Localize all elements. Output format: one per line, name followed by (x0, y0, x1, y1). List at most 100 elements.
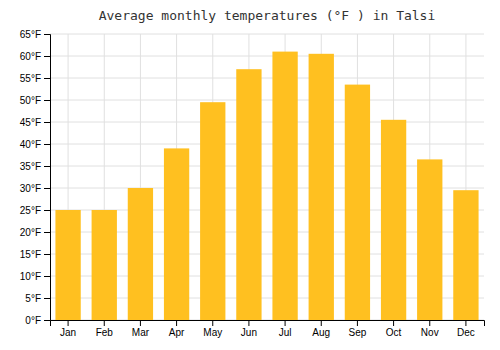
grid-line-y (50, 34, 484, 35)
bar (381, 120, 406, 320)
y-tick: 55°F (20, 73, 50, 84)
title: Average monthly temperatures (°F ) in Ta… (99, 8, 436, 23)
y-tick-mark (44, 144, 50, 145)
bar (92, 210, 117, 320)
x-tick-label: May (203, 327, 222, 338)
y-tick-label: 15°F (20, 249, 41, 260)
y-tick: 40°F (20, 139, 50, 150)
y-tick: 5°F (25, 293, 50, 304)
y-tick-mark (44, 122, 50, 123)
x-tick: Dec (457, 320, 475, 338)
x-tick-label: Dec (457, 327, 475, 338)
y-tick-mark (44, 100, 50, 101)
bar (164, 148, 189, 320)
y-tick: 10°F (20, 271, 50, 282)
y-tick: 15°F (20, 249, 50, 260)
bar (236, 69, 261, 320)
x-tick-mark (429, 320, 430, 326)
x-tick-label: Mar (132, 327, 150, 338)
grid-line-y (50, 144, 484, 145)
y-tick: 35°F (20, 161, 50, 172)
y-tick-label: 30°F (20, 183, 41, 194)
y-tick: 65°F (20, 29, 50, 40)
y-tick-label: 10°F (20, 271, 41, 282)
y-tick: 50°F (20, 95, 50, 106)
x-tick: Jan (60, 320, 76, 338)
y-tick-mark (44, 276, 50, 277)
x-tick-label: Feb (96, 327, 114, 338)
x-tick-label: Oct (386, 327, 402, 338)
x-tick: Jun (241, 320, 257, 338)
y-tick: 0°F (25, 315, 50, 326)
y-tick-label: 45°F (20, 117, 41, 128)
grid-line-y (50, 78, 484, 79)
y-tick-mark (44, 210, 50, 211)
grid (50, 34, 484, 320)
y-tick: 45°F (20, 117, 50, 128)
y-axis-line (44, 35, 51, 321)
x-tick: Nov (421, 320, 439, 338)
bar (272, 52, 297, 320)
x-tick-label: Nov (421, 327, 439, 338)
grid-line-y (50, 56, 484, 57)
y-tick: 30°F (20, 183, 50, 194)
y-tick: 20°F (20, 227, 50, 238)
x-tick-mark (212, 320, 213, 326)
y-tick-label: 20°F (20, 227, 41, 238)
y-tick-mark (44, 34, 50, 35)
bar (200, 102, 225, 320)
x-tick-mark (176, 320, 177, 326)
y-tick-mark (44, 56, 50, 57)
x-tick-mark (357, 320, 358, 326)
y-tick-mark (44, 166, 50, 167)
y-tick-mark (44, 298, 50, 299)
x-tick-label: Apr (169, 327, 185, 338)
y-tick-mark (44, 254, 50, 255)
y-tick-label: 5°F (25, 293, 41, 304)
x-tick: Aug (312, 320, 330, 338)
y-tick-mark (44, 78, 50, 79)
y-tick: 25°F (20, 205, 50, 216)
y-tick-label: 40°F (20, 139, 41, 150)
y-tick-label: 55°F (20, 73, 41, 84)
x-tick: May (203, 320, 222, 338)
x-tick-mark (68, 320, 69, 326)
bar (309, 54, 334, 320)
x-tick: Oct (386, 320, 402, 338)
bar (417, 159, 442, 320)
x-tick-mark (248, 320, 249, 326)
x-tick: Mar (132, 320, 150, 338)
x-tick-mark (465, 320, 466, 326)
y-tick-mark (44, 232, 50, 233)
y-tick-label: 35°F (20, 161, 41, 172)
x-tick-mark (393, 320, 394, 326)
y-tick-mark (44, 188, 50, 189)
y-tick-label: 25°F (20, 205, 41, 216)
y-tick-mark (44, 320, 50, 321)
bar (453, 190, 478, 320)
x-tick-label: Jul (279, 327, 292, 338)
bar (128, 188, 153, 320)
x-tick: Jul (279, 320, 292, 338)
x-tick-label: Sep (349, 327, 367, 338)
bar (345, 85, 370, 320)
x-tick-label: Jun (241, 327, 257, 338)
x-tick-label: Jan (60, 327, 76, 338)
x-tick: Sep (349, 320, 367, 338)
x-tick: Feb (96, 320, 114, 338)
y-tick-label: 65°F (20, 29, 41, 40)
grid-line-y (50, 122, 484, 123)
y-tick-label: 60°F (20, 51, 41, 62)
chart: 0°F 5°F 10°F 15°F 20°F 25°F 30°F 35°F 40°F 45°F 50… (0, 0, 500, 350)
y-tick: 60°F (20, 51, 50, 62)
x-tick: Apr (169, 320, 185, 338)
grid-line-y (50, 100, 484, 101)
bar (55, 210, 80, 320)
x-tick-label: Aug (312, 327, 330, 338)
x-tick-mark (285, 320, 286, 326)
y-axis: 0°F 5°F 10°F 15°F 20°F 25°F 30°F 35°F 40°F 45°F 50… (20, 29, 51, 326)
y-tick-label: 0°F (25, 315, 41, 326)
x-tick-mark (140, 320, 141, 326)
y-tick-label: 50°F (20, 95, 41, 106)
x-tick-mark (321, 320, 322, 326)
